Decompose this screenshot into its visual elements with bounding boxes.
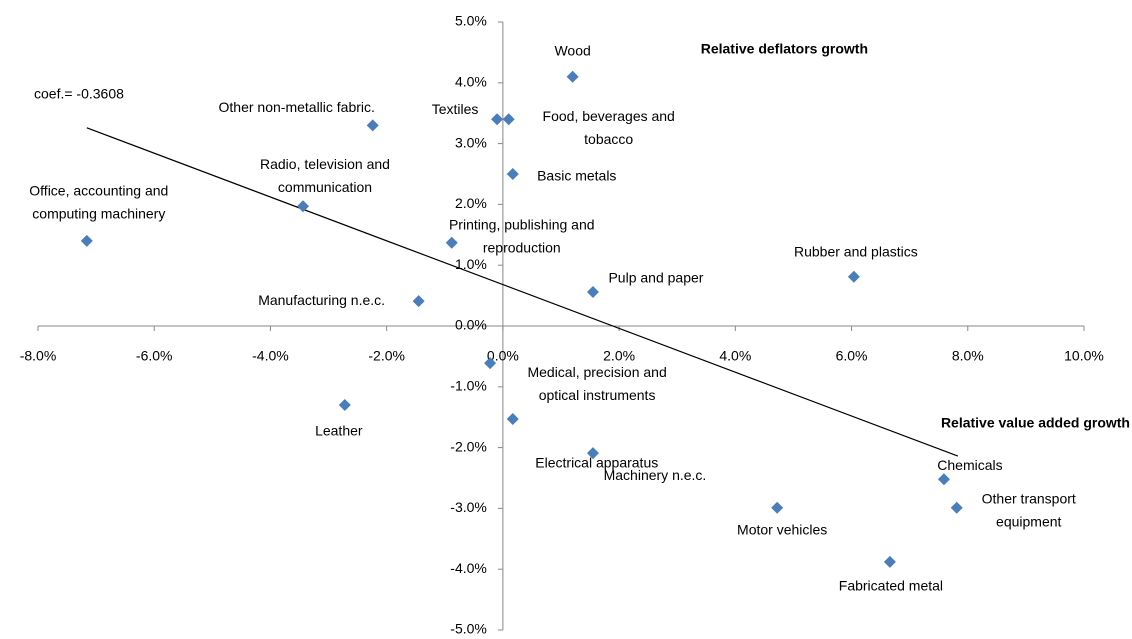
- y-tick-label: -3.0%: [450, 499, 487, 515]
- coef-annotation: coef.= -0.3608: [34, 86, 124, 102]
- point-label: optical instruments: [539, 387, 656, 403]
- point: [80, 234, 93, 247]
- point: [296, 200, 309, 213]
- x-axis-title: Relative value added growth: [941, 415, 1130, 431]
- point: [412, 295, 425, 308]
- point-label: Pulp and paper: [608, 270, 703, 286]
- point: [883, 555, 896, 568]
- point-label: Motor vehicles: [737, 521, 827, 537]
- trendline: [86, 127, 959, 457]
- point: [506, 168, 519, 180]
- point-label: Other transport: [982, 490, 1076, 506]
- point: [937, 473, 950, 486]
- point: [586, 285, 599, 298]
- point-label: Rubber and plastics: [794, 243, 918, 259]
- point: [586, 447, 599, 460]
- point-label: Other non-metallic fabric.: [219, 99, 375, 115]
- x-tick-label: -8.0%: [20, 348, 57, 364]
- point-label: Medical, precision and: [527, 364, 666, 380]
- point-label: Chemicals: [937, 457, 1002, 473]
- y-tick-label: 5.0%: [455, 13, 487, 29]
- point-label: Electrical apparatus: [535, 455, 658, 471]
- y-tick-label: 2.0%: [455, 195, 487, 211]
- point-label: Wood: [554, 42, 590, 58]
- point: [491, 113, 504, 126]
- y-tick-label: 1.0%: [455, 256, 487, 272]
- x-tick-label: 2.0%: [603, 348, 635, 364]
- y-tick-label: 0.0%: [455, 317, 487, 333]
- x-tick-label: 6.0%: [836, 348, 868, 364]
- point-label: Printing, publishing and: [449, 216, 595, 232]
- x-tick-label: -2.0%: [368, 348, 405, 364]
- x-tick-label: 0.0%: [487, 348, 519, 364]
- point-label: Leather: [315, 423, 363, 439]
- point-label: Food, beverages and: [543, 108, 675, 124]
- point-label: Office, accounting and: [29, 183, 168, 199]
- x-tick-label: 10.0%: [1064, 348, 1104, 364]
- y-tick-label: -5.0%: [450, 621, 487, 637]
- point-label: Radio, television and: [260, 156, 390, 172]
- point-label: tobacco: [584, 131, 633, 147]
- point-label: equipment: [996, 513, 1061, 529]
- y-tick-label: -1.0%: [450, 378, 487, 394]
- point: [847, 270, 860, 283]
- point: [502, 113, 515, 126]
- point-label: communication: [278, 179, 372, 195]
- point: [338, 399, 351, 412]
- point: [771, 501, 784, 514]
- point: [950, 501, 963, 514]
- point-label: Textiles: [432, 101, 479, 117]
- point: [566, 70, 579, 83]
- y-tick-label: 3.0%: [455, 134, 487, 150]
- x-tick-label: 4.0%: [719, 348, 751, 364]
- x-tick-label: -4.0%: [252, 348, 289, 364]
- point: [366, 119, 379, 132]
- x-tick-label: 8.0%: [952, 348, 984, 364]
- y-tick-label: -4.0%: [450, 560, 487, 576]
- x-tick-label: -6.0%: [136, 348, 173, 364]
- point: [506, 413, 519, 426]
- y-axis-title: Relative deflators growth: [701, 41, 868, 57]
- point: [445, 236, 458, 249]
- point-label: computing machinery: [32, 206, 165, 222]
- point-label: Manufacturing n.e.c.: [258, 292, 385, 308]
- point-label: reproduction: [483, 239, 561, 255]
- point-label: Fabricated metal: [839, 578, 943, 594]
- y-tick-label: -2.0%: [450, 438, 487, 454]
- point: [484, 357, 497, 370]
- point-label: Machinery n.e.c.: [604, 467, 707, 483]
- point-label: Basic metals: [537, 168, 616, 184]
- y-tick-label: 4.0%: [455, 74, 487, 90]
